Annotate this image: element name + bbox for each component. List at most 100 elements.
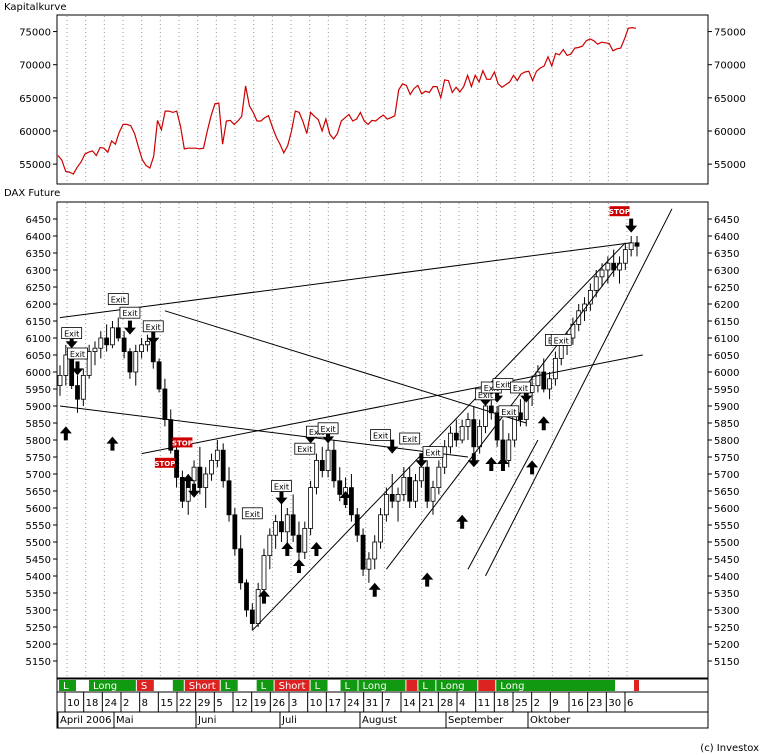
dax-candle-body — [477, 425, 483, 448]
month-label: Mai — [116, 715, 134, 726]
date-tick-label: 2 — [534, 698, 540, 709]
dax-candle-body — [535, 371, 541, 386]
dax-candle-body — [179, 476, 185, 502]
position-band-label: Long — [500, 681, 524, 692]
date-tick-label: 11 — [478, 698, 491, 709]
dax-candle-body — [238, 548, 244, 584]
dax-candle-body — [145, 340, 150, 346]
long-entry-arrow — [59, 426, 72, 441]
dax-ylabel-left: 5200 — [26, 640, 51, 651]
dax-ylabel-right: 5750 — [714, 453, 739, 464]
short-entry-arrow — [415, 453, 428, 468]
exit-label-box — [370, 429, 391, 442]
exit-label-box — [271, 480, 292, 493]
date-tick-label: 21 — [422, 698, 435, 709]
long-entry-arrow — [526, 460, 539, 475]
exit-label-box — [422, 446, 444, 459]
short-entry-arrow — [520, 388, 533, 403]
position-band — [256, 680, 274, 691]
short-entry-arrow — [625, 218, 638, 233]
long-entry-arrow — [257, 589, 270, 604]
dax-candle-body — [296, 534, 302, 553]
short-entry-arrow — [123, 320, 136, 335]
dax-candle-body — [86, 351, 92, 376]
dax-ylabel-right: 5650 — [714, 487, 739, 498]
dax-candle-body — [139, 344, 144, 352]
dax-candle-body — [261, 555, 267, 590]
dax-candle-body — [57, 374, 63, 386]
dax-candle-body — [605, 262, 611, 271]
exit-label: Exit — [245, 510, 260, 519]
dax-candle-body — [558, 344, 564, 359]
dax-candle-body — [483, 405, 488, 427]
dax-candle-body — [104, 337, 110, 346]
exit-label: Exit — [554, 336, 569, 345]
dax-ylabel-right: 5550 — [714, 521, 739, 532]
dax-candle-body — [413, 480, 418, 502]
dax-ylabel-right: 6400 — [714, 232, 739, 243]
dax-candle-body — [453, 432, 459, 441]
position-band — [88, 680, 136, 691]
dax-ylabel-left: 6200 — [26, 300, 51, 311]
dax-candle-body — [611, 262, 617, 271]
long-entry-arrow — [421, 572, 434, 587]
dax-candle-body — [354, 514, 360, 536]
dax-ylabel-left: 5800 — [26, 436, 51, 447]
date-tick-label: 25 — [515, 698, 528, 709]
dax-ylabel-left: 5600 — [26, 504, 51, 515]
dax-candle-body — [249, 609, 255, 625]
date-tick-label: 10 — [67, 698, 80, 709]
date-tick-label: 29 — [198, 698, 211, 709]
exit-label: Exit — [501, 408, 516, 417]
date-tick-label: 14 — [403, 698, 416, 709]
month-label: Oktober — [530, 715, 571, 726]
dax-candle-body — [98, 337, 104, 349]
dax-candle-body — [115, 327, 121, 339]
dax-ylabel-right: 5950 — [714, 385, 739, 396]
long-entry-arrow — [368, 582, 381, 597]
position-band — [418, 680, 436, 691]
date-tick-label: 15 — [160, 698, 173, 709]
position-band-label: L — [261, 681, 267, 692]
dax-ylabel-left: 5250 — [26, 623, 51, 634]
position-band — [59, 680, 76, 691]
dax-candle-body — [197, 466, 203, 489]
dax-ylabel-right: 5800 — [714, 436, 739, 447]
position-band — [478, 680, 496, 691]
dax-candle-body — [448, 432, 453, 448]
dax-ylabel-right: 5700 — [714, 470, 739, 481]
kapital-curve-line — [57, 26, 637, 175]
stop-label-box — [609, 206, 630, 217]
date-tick-label: 17 — [328, 698, 341, 709]
dax-candle-body — [488, 405, 494, 414]
long-entry-arrow — [485, 457, 498, 471]
exit-label: Exit — [297, 445, 312, 454]
long-entry-arrow — [339, 491, 352, 505]
date-tick-label: 18 — [496, 698, 509, 709]
dax-ylabel-left: 5450 — [26, 555, 51, 566]
exit-label: Exit — [513, 384, 528, 393]
exit-label-box — [399, 432, 421, 445]
date-tick-label: 19 — [254, 698, 267, 709]
dax-trendlines — [59, 208, 673, 631]
position-band-label: Short — [189, 681, 216, 692]
dax-ylabel-left: 5400 — [26, 572, 51, 583]
dax-ylabel-right: 6200 — [714, 300, 739, 311]
position-band — [358, 680, 406, 691]
exit-label-box — [317, 422, 339, 435]
position-band — [616, 680, 634, 691]
dax-candle-body — [395, 493, 401, 502]
dax-candle-body — [424, 466, 430, 502]
kapital-ylabel-left: 70000 — [19, 61, 51, 72]
dax-candle-body — [284, 514, 290, 533]
dax-trendline — [485, 208, 673, 577]
dax-candle-body — [628, 242, 634, 251]
dax-candle-body — [331, 449, 337, 482]
long-entry-arrow — [281, 542, 294, 556]
dax-candle-body — [244, 582, 249, 611]
exit-label: Exit — [495, 381, 510, 390]
dax-candle-body — [220, 449, 226, 482]
short-entry-arrow — [71, 361, 84, 376]
long-entry-arrow — [310, 542, 323, 556]
date-tick-label: 4 — [459, 698, 465, 709]
